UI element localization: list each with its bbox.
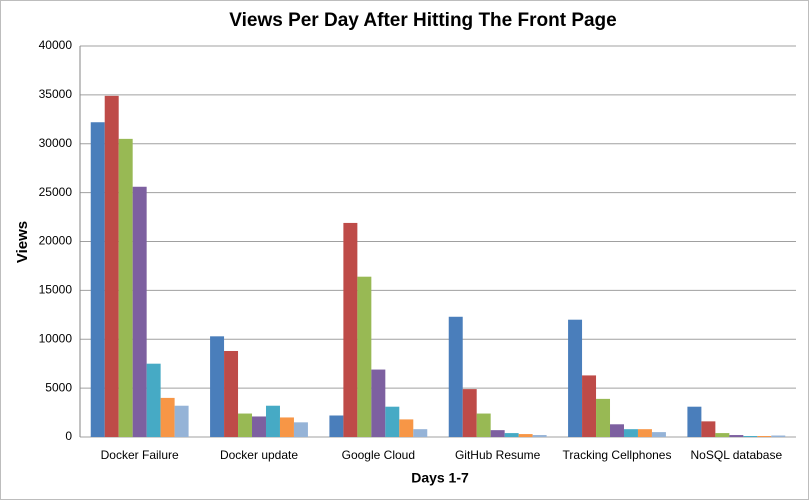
- x-axis-label: Days 1-7: [411, 470, 469, 486]
- y-axis-label: Views: [14, 221, 31, 263]
- y-tick-label: 15000: [39, 283, 73, 297]
- x-tick-label: GitHub Resume: [455, 448, 541, 462]
- y-tick-label: 35000: [39, 87, 73, 101]
- x-tick-label: Google Cloud: [342, 448, 415, 462]
- bar: [210, 336, 225, 437]
- bar: [771, 435, 786, 437]
- bar: [357, 276, 372, 437]
- x-tick-label: Tracking Cellphones: [563, 448, 672, 462]
- chart-title: Views Per Day After Hitting The Front Pa…: [229, 10, 616, 31]
- bar: [104, 95, 119, 437]
- bar: [637, 429, 652, 437]
- bar: [413, 429, 428, 437]
- bar: [476, 413, 491, 437]
- bar: [610, 424, 624, 437]
- bar: [174, 405, 189, 437]
- bar: [90, 122, 105, 438]
- y-tick-label: 5000: [45, 380, 72, 394]
- bar: [532, 435, 547, 437]
- bar: [448, 316, 463, 437]
- bar: [385, 406, 400, 437]
- bar: [582, 375, 597, 437]
- bar: [146, 363, 161, 437]
- bar: [279, 417, 294, 437]
- bar: [462, 389, 477, 437]
- bar: [757, 436, 772, 437]
- bar: [568, 319, 583, 437]
- bar: [160, 397, 175, 437]
- y-tick-label: 20000: [39, 234, 73, 248]
- bar: [132, 186, 147, 437]
- y-tick-label: 40000: [39, 38, 73, 52]
- y-tick-label: 10000: [39, 331, 73, 345]
- bar: [518, 434, 533, 437]
- y-tick-label: 0: [65, 429, 72, 443]
- x-tick-label: NoSQL database: [691, 448, 783, 462]
- bar: [238, 413, 253, 437]
- bar: [293, 422, 308, 437]
- bar: [651, 432, 666, 437]
- bar: [329, 415, 344, 437]
- y-tick-label: 25000: [39, 185, 73, 199]
- bar: [343, 222, 358, 437]
- bar: [504, 433, 519, 437]
- bar: [596, 398, 611, 437]
- bar: [729, 435, 744, 437]
- bar: [224, 350, 239, 437]
- bar: [701, 421, 716, 437]
- bar: [399, 419, 414, 437]
- y-tick-label: 30000: [39, 136, 73, 150]
- bar: [252, 416, 266, 437]
- bar: [623, 429, 638, 437]
- x-tick-label: Docker Failure: [101, 448, 179, 462]
- bar: [715, 433, 730, 437]
- bar: [371, 369, 386, 437]
- bar: [490, 430, 505, 437]
- x-tick-label: Docker update: [220, 448, 298, 462]
- bar: [687, 406, 702, 437]
- bar: [118, 138, 133, 438]
- bar: [743, 436, 758, 437]
- bar: [265, 405, 280, 437]
